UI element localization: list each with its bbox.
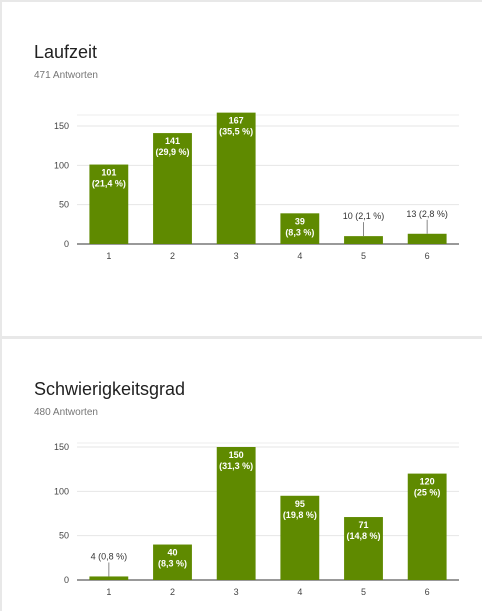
- x-tick-label: 4: [297, 587, 302, 597]
- data-label: 167: [229, 116, 244, 126]
- data-label: 95: [295, 499, 305, 509]
- data-label: 40: [167, 548, 177, 558]
- x-tick-label: 1: [106, 251, 111, 261]
- x-tick-label: 2: [170, 587, 175, 597]
- data-label: 13 (2,8 %): [406, 209, 448, 219]
- bar[interactable]: [280, 495, 320, 580]
- data-label: (8,3 %): [158, 559, 187, 569]
- data-label: 150: [229, 450, 244, 460]
- y-tick-label: 150: [54, 442, 69, 452]
- response-count: 471 Antworten: [34, 70, 98, 81]
- x-tick-label: 5: [361, 251, 366, 261]
- bar[interactable]: [344, 517, 383, 580]
- y-tick-label: 0: [64, 239, 69, 249]
- bar[interactable]: [407, 473, 447, 580]
- question-card-laufzeit: Laufzeit 471 Antworten 0 50 100 150 1 101 (21,…: [2, 2, 482, 336]
- data-label: 101: [101, 168, 116, 178]
- question-title: Schwierigkeitsgrad: [34, 379, 186, 399]
- bar[interactable]: [89, 164, 129, 244]
- bar[interactable]: [407, 233, 447, 244]
- data-label: 39: [295, 216, 305, 226]
- y-tick-label: 100: [54, 486, 69, 496]
- y-tick-label: 0: [64, 575, 69, 585]
- data-label: 4 (0,8 %): [91, 551, 128, 561]
- data-label: (19,8 %): [283, 510, 317, 520]
- x-tick-label: 3: [234, 587, 239, 597]
- x-tick-label: 2: [170, 251, 175, 261]
- data-label: (21,4 %): [92, 179, 126, 189]
- y-tick-label: 50: [59, 531, 69, 541]
- bar[interactable]: [344, 236, 383, 244]
- bar[interactable]: [216, 447, 256, 580]
- data-label: (35,5 %): [219, 127, 253, 137]
- y-tick-label: 150: [54, 121, 69, 131]
- question-card-schwierigkeitsgrad: Schwierigkeitsgrad 480 Antworten 0 50 100 1…: [2, 339, 482, 611]
- response-count: 480 Antworten: [34, 407, 98, 418]
- data-label: 120: [420, 477, 435, 487]
- data-label: (14,8 %): [346, 531, 380, 541]
- data-label: 141: [165, 136, 180, 146]
- bar[interactable]: [153, 544, 192, 580]
- x-tick-label: 6: [425, 251, 430, 261]
- x-tick-label: 6: [425, 587, 430, 597]
- y-tick-label: 100: [54, 160, 69, 170]
- bar-chart-laufzeit: 0 50 100 150 1 101(21,4 %) 2 141(29,9 %) 3 167(35…: [54, 112, 459, 261]
- bar[interactable]: [280, 213, 320, 244]
- data-label: (31,3 %): [219, 461, 253, 471]
- y-tick-label: 50: [59, 200, 69, 210]
- bar[interactable]: [153, 133, 192, 244]
- data-label: 10 (2,1 %): [343, 211, 385, 221]
- x-tick-label: 4: [297, 251, 302, 261]
- data-label: (8,3 %): [285, 227, 314, 237]
- bar[interactable]: [216, 112, 256, 244]
- x-tick-label: 5: [361, 587, 366, 597]
- question-title: Laufzeit: [34, 42, 98, 62]
- x-tick-label: 1: [106, 587, 111, 597]
- data-label: (29,9 %): [155, 147, 189, 157]
- bar[interactable]: [89, 576, 129, 580]
- data-label: (25 %): [414, 488, 441, 498]
- x-tick-label: 3: [234, 251, 239, 261]
- data-label: 71: [358, 520, 368, 530]
